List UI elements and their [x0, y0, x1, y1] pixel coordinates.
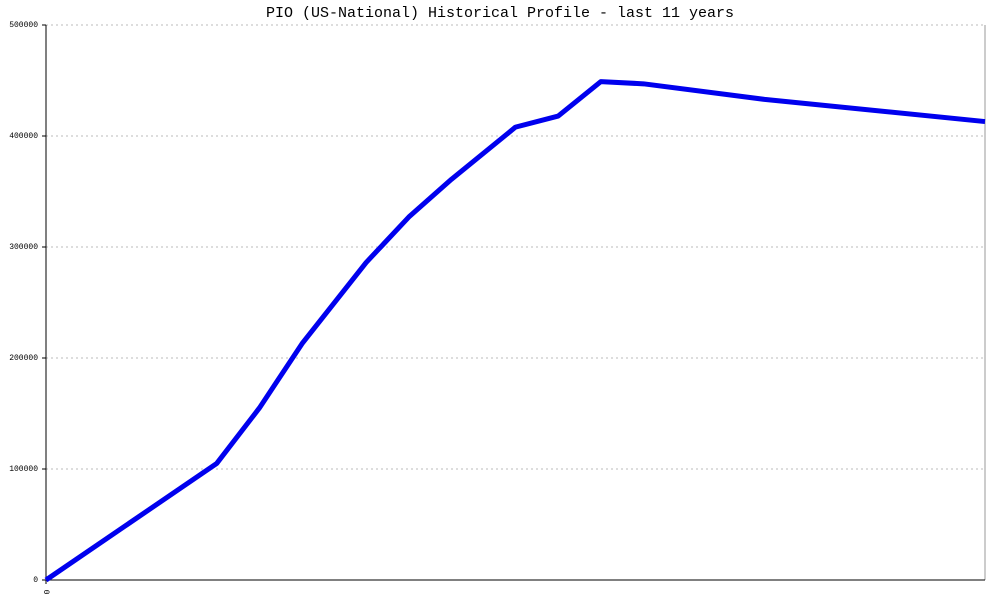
- chart-title: PIO (US-National) Historical Profile - l…: [266, 5, 734, 22]
- x-tick-label: 0: [41, 590, 50, 595]
- y-tick-label: 0: [33, 576, 38, 585]
- y-tick-label: 100000: [9, 465, 38, 474]
- y-tick-label: 500000: [9, 21, 38, 30]
- data-line: [44, 79, 986, 583]
- y-tick-label: 200000: [9, 354, 38, 363]
- y-tick-label: 300000: [9, 243, 38, 252]
- y-tick-label: 400000: [9, 132, 38, 141]
